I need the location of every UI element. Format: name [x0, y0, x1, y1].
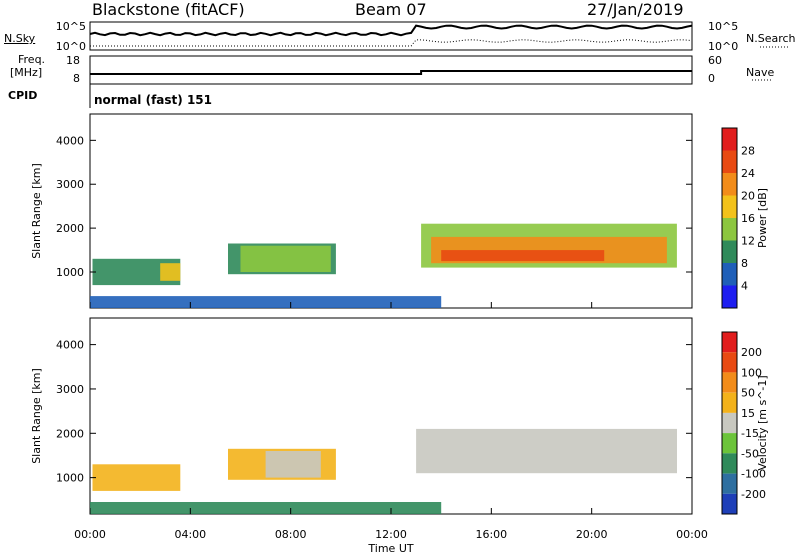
nave-tick-top: 60 — [708, 54, 722, 67]
velocity-colorbar-tick-7: -200 — [741, 488, 766, 501]
power-colorbar-tick-1: 8 — [741, 257, 748, 270]
power-ytick-label-0: 1000 — [56, 266, 84, 279]
velocity-colorbar-seg-3 — [722, 392, 737, 413]
power-colorbar-tick-2: 12 — [741, 235, 755, 248]
velocity-colorbar-frame — [721, 331, 738, 515]
power-echo-region-1 — [160, 263, 181, 281]
velocity-colorbar-tick-0: 200 — [741, 346, 762, 359]
velocity-ytick-label-0: 1000 — [56, 472, 84, 485]
velocity-colorbar-label: Velocity [m s^-1] — [756, 375, 769, 470]
velocity-colorbar-seg-6 — [722, 453, 737, 474]
xlabel: Time UT — [367, 542, 413, 554]
power-panel-frame — [89, 113, 693, 309]
velocity-colorbar-seg-5 — [722, 433, 737, 454]
freq-tick-top: 18 — [66, 54, 80, 67]
power-ytick-label-3: 4000 — [56, 134, 84, 147]
nsky-curve — [89, 24, 693, 37]
power-echo-region-3 — [240, 245, 331, 272]
velocity-echo-region-3 — [416, 428, 677, 474]
freq-unit-label: [MHz] — [10, 66, 43, 79]
velocity-colorbar-tick-6: -100 — [741, 468, 766, 481]
power-ytick-label-1: 2000 — [56, 222, 84, 235]
power-colorbar-seg-6 — [722, 263, 737, 286]
velocity-echo-region-0 — [92, 464, 181, 491]
noise-tick-left-bottom: 10^0 — [56, 40, 86, 53]
date-title: 27/Jan/2019 — [587, 0, 684, 19]
velocity-panel-frame — [89, 317, 693, 515]
xtick-label-3: 12:00 — [375, 528, 407, 541]
velocity-colorbar-tick-4: -15 — [741, 427, 759, 440]
xtick-label-2: 08:00 — [275, 528, 307, 541]
power-colorbar-label: Power [dB] — [756, 188, 769, 248]
velocity-ylabel: Slant Range [km] — [30, 368, 43, 464]
xtick-label-6: 00:00 — [676, 528, 708, 541]
velocity-ytick-label-3: 4000 — [56, 339, 84, 352]
velocity-echo-region-2 — [265, 451, 321, 478]
freq-tick-bottom: 8 — [73, 72, 80, 85]
power-colorbar-seg-5 — [722, 240, 737, 264]
power-colorbar-seg-0 — [722, 128, 737, 151]
xtick-label-0: 00:00 — [74, 528, 106, 541]
velocity-echo-region-4 — [90, 502, 442, 514]
power-echo-region-6 — [441, 250, 605, 262]
xtick-label-1: 04:00 — [174, 528, 206, 541]
power-colorbar-tick-3: 16 — [741, 212, 755, 225]
nsearch-label: N.Search — [746, 32, 796, 45]
xtick-label-4: 16:00 — [475, 528, 507, 541]
power-ytick-label-2: 3000 — [56, 178, 84, 191]
velocity-colorbar-tick-3: 15 — [741, 407, 755, 420]
velocity-colorbar-seg-8 — [722, 493, 737, 515]
freq-label: Freq. — [18, 53, 46, 66]
velocity-colorbar-seg-2 — [722, 372, 737, 393]
power-colorbar-tick-4: 20 — [741, 190, 755, 203]
power-colorbar-seg-4 — [722, 218, 737, 241]
power-colorbar-frame — [721, 127, 738, 309]
noise-tick-right-bottom: 10^0 — [708, 40, 738, 53]
noise-strip-frame — [89, 21, 693, 51]
noise-tick-left-top: 10^5 — [56, 20, 86, 33]
velocity-colorbar-seg-0 — [722, 332, 737, 353]
velocity-colorbar-seg-7 — [722, 473, 737, 494]
velocity-colorbar-tick-1: 100 — [741, 366, 762, 379]
station-title: Blackstone (fitACF) — [92, 0, 245, 19]
velocity-ytick-label-2: 3000 — [56, 383, 84, 396]
power-ylabel: Slant Range [km] — [30, 163, 43, 259]
velocity-colorbar-tick-2: 50 — [741, 387, 755, 400]
velocity-colorbar-tick-5: -50 — [741, 447, 759, 460]
nsearch-curve — [90, 39, 693, 47]
power-echo-region-7 — [90, 296, 442, 308]
beam-title: Beam 07 — [355, 0, 427, 19]
power-colorbar-seg-2 — [722, 173, 737, 196]
noise-tick-right-top: 10^5 — [708, 20, 738, 33]
power-colorbar-seg-7 — [722, 285, 737, 309]
freq-line — [90, 70, 692, 75]
power-colorbar-seg-3 — [722, 195, 737, 219]
nave-tick-bottom: 0 — [708, 72, 715, 85]
power-colorbar-tick-5: 24 — [741, 167, 755, 180]
power-colorbar-tick-6: 28 — [741, 145, 755, 158]
power-colorbar-seg-1 — [722, 150, 737, 174]
cpid-label: CPID — [8, 89, 38, 102]
velocity-colorbar-seg-4 — [722, 412, 737, 434]
power-colorbar-tick-0: 4 — [741, 280, 748, 293]
velocity-ytick-label-1: 2000 — [56, 427, 84, 440]
nsky-label: N.Sky — [4, 32, 36, 45]
cpid-value: normal (fast) 151 — [94, 93, 212, 107]
velocity-colorbar-seg-1 — [722, 352, 737, 373]
xtick-label-5: 20:00 — [576, 528, 608, 541]
nave-label: Nave — [746, 66, 775, 79]
